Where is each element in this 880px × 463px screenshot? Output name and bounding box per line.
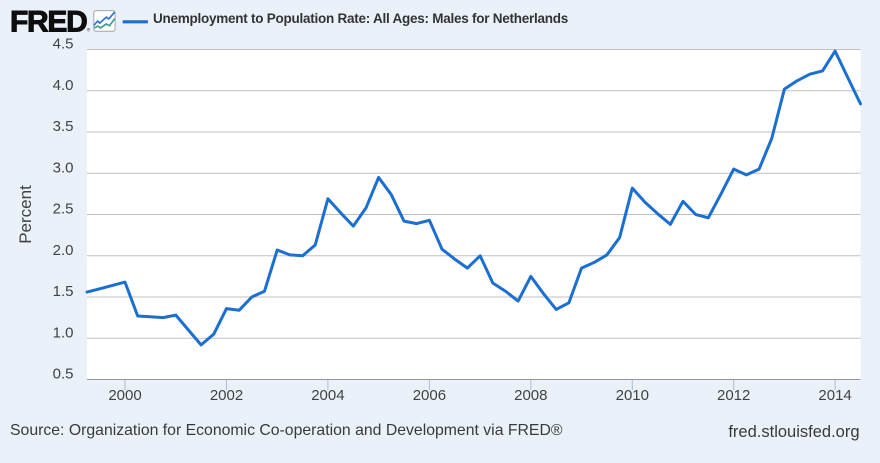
svg-text:FRED: FRED (10, 6, 87, 39)
svg-text:2010: 2010 (616, 387, 649, 404)
svg-text:3.5: 3.5 (53, 118, 74, 135)
svg-text:2002: 2002 (210, 387, 243, 404)
svg-text:2008: 2008 (514, 387, 547, 404)
svg-text:1.0: 1.0 (53, 324, 74, 341)
svg-text:2000: 2000 (108, 387, 141, 404)
svg-text:2.0: 2.0 (53, 242, 74, 259)
svg-text:4.5: 4.5 (53, 36, 74, 53)
svg-text:1.5: 1.5 (53, 283, 74, 300)
svg-text:2012: 2012 (717, 387, 750, 404)
svg-text:fred.stlouisfed.org: fred.stlouisfed.org (728, 423, 859, 441)
svg-text:3.0: 3.0 (53, 159, 74, 176)
svg-text:2014: 2014 (818, 387, 851, 404)
svg-text:Source: Organization for Econo: Source: Organization for Economic Co-ope… (10, 422, 563, 439)
svg-text:Percent: Percent (16, 185, 35, 244)
svg-text:4.0: 4.0 (53, 77, 74, 94)
svg-text:2004: 2004 (311, 387, 344, 404)
svg-text:®: ® (87, 26, 91, 33)
svg-text:0.5: 0.5 (53, 366, 74, 383)
svg-text:2.5: 2.5 (53, 201, 74, 218)
svg-text:Unemployment to Population Rat: Unemployment to Population Rate: All Age… (153, 11, 568, 26)
svg-text:2006: 2006 (413, 387, 446, 404)
